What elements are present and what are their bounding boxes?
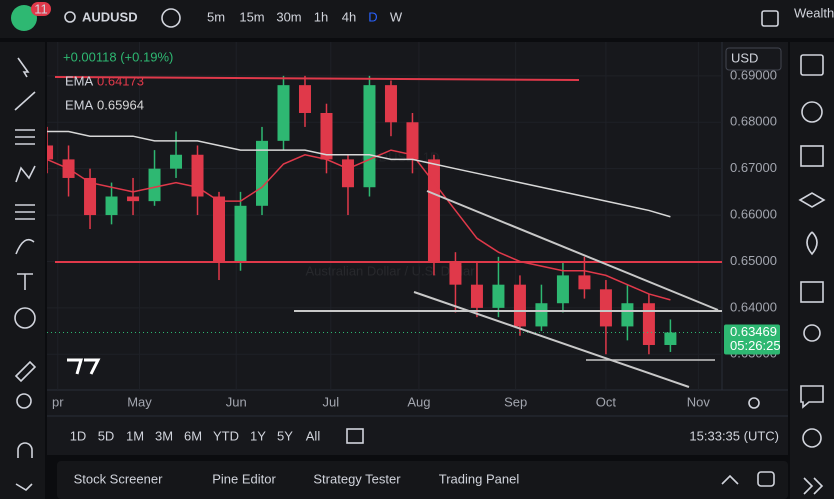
legend-value: 0.64173 xyxy=(97,73,144,88)
range-button[interactable]: 1M xyxy=(126,428,144,443)
symbol[interactable]: AUDUSD xyxy=(82,9,138,24)
y-tick-label: 0.64000 xyxy=(730,299,777,314)
candle-body xyxy=(148,168,161,202)
range-button[interactable]: All xyxy=(306,428,321,443)
x-tick-label: Aug xyxy=(407,394,430,409)
candle-body xyxy=(127,196,140,202)
last-price-badge xyxy=(724,324,780,355)
interval[interactable]: 15m xyxy=(239,9,264,24)
drawing-tools[interactable] xyxy=(14,57,37,492)
sidebar-icons[interactable] xyxy=(798,54,826,495)
ema-line xyxy=(47,130,671,218)
legend-value: 0.65964 xyxy=(97,97,144,112)
badge-count: 11 xyxy=(34,1,48,16)
interval[interactable]: 5m xyxy=(207,9,225,24)
y-tick-label: 0.69000 xyxy=(730,67,777,82)
x-tick-label: Sep xyxy=(504,394,527,409)
x-tick-label: Oct xyxy=(596,394,617,409)
fullscreen[interactable] xyxy=(761,10,779,27)
clock: 15:33:35 (UTC) xyxy=(689,428,779,443)
panel-tab[interactable]: Stock Screener xyxy=(74,471,164,486)
logo[interactable] xyxy=(11,5,37,31)
last-price-label: 0.63469 xyxy=(730,324,777,339)
interval[interactable]: 1h xyxy=(314,9,328,24)
y-tick-label: 0.68000 xyxy=(730,114,777,129)
panel-tab[interactable]: Pine Editor xyxy=(212,471,276,486)
candle-body xyxy=(298,85,311,113)
x-tick-label: Nov xyxy=(687,394,711,409)
candle-body xyxy=(406,122,419,160)
candle-body xyxy=(427,159,440,262)
axis-settings[interactable] xyxy=(748,397,760,409)
candle-body xyxy=(84,177,97,216)
x-tick-label: Jun xyxy=(226,394,247,409)
y-tick-label: 0.67000 xyxy=(730,160,777,175)
right-sidebar xyxy=(790,42,834,499)
candle-body xyxy=(384,85,397,123)
range-button[interactable]: 1Y xyxy=(250,428,266,443)
search-icon[interactable] xyxy=(64,11,76,23)
countdown: 05:26:25 xyxy=(730,338,781,353)
candle-body xyxy=(449,261,462,285)
x-tick-label: pr xyxy=(52,394,64,409)
interval[interactable]: D xyxy=(368,9,377,24)
candle-body xyxy=(320,112,333,160)
top-toolbar xyxy=(0,0,834,38)
watermark-name: Australian Dollar / U.S. Dollar xyxy=(305,263,475,278)
currency[interactable]: USD xyxy=(731,50,758,65)
account[interactable]: Wealth xyxy=(794,5,834,20)
price-change: +0.00118 (+0.19%) xyxy=(63,49,173,64)
bottom-panel xyxy=(57,461,788,499)
candle-body xyxy=(170,154,183,169)
tv-logo xyxy=(67,358,101,375)
candle-body xyxy=(621,303,634,327)
candle-body xyxy=(513,284,526,327)
interval[interactable]: 4h xyxy=(342,9,356,24)
badge xyxy=(31,2,51,16)
panel-tab[interactable]: Strategy Tester xyxy=(313,471,401,486)
candle-body xyxy=(664,332,677,345)
range-button[interactable]: 5Y xyxy=(277,428,293,443)
candle-body xyxy=(47,145,54,160)
candle-body xyxy=(556,275,569,304)
panel-tab[interactable]: Trading Panel xyxy=(439,471,520,486)
candle-body xyxy=(470,284,483,308)
candle-body xyxy=(277,85,290,141)
legend-name: EMA xyxy=(65,97,94,112)
candle-body xyxy=(213,196,226,262)
candle-body xyxy=(234,205,247,262)
left-toolbar xyxy=(0,42,45,499)
date-range-icon[interactable] xyxy=(346,428,364,444)
add-symbol[interactable] xyxy=(161,8,181,28)
y-tick-label: 0.65000 xyxy=(730,253,777,268)
range-button[interactable]: 3M xyxy=(155,428,173,443)
collapse-panel[interactable] xyxy=(721,474,739,485)
range-button[interactable]: 5D xyxy=(98,428,115,443)
range-button[interactable]: 1D xyxy=(70,428,87,443)
candle-body xyxy=(492,284,505,308)
range-button[interactable]: 6M xyxy=(184,428,202,443)
x-tick-label: Jul xyxy=(322,394,339,409)
candle-body xyxy=(105,196,118,216)
chart-panel xyxy=(47,42,788,455)
trend-drawings[interactable] xyxy=(54,76,722,388)
y-tick-label: 0.66000 xyxy=(730,207,777,222)
candle-body xyxy=(642,303,655,345)
candle-body xyxy=(363,85,376,188)
range-button[interactable]: YTD xyxy=(213,428,239,443)
candle-body xyxy=(578,275,591,290)
ema-line xyxy=(47,149,671,301)
interval[interactable]: 30m xyxy=(276,9,301,24)
candle-body xyxy=(341,159,354,188)
candle-body xyxy=(599,289,612,327)
legend-name: EMA xyxy=(65,73,94,88)
currency-select[interactable] xyxy=(725,47,782,71)
maximize-panel[interactable] xyxy=(757,471,775,487)
x-tick-label: May xyxy=(127,394,152,409)
interval[interactable]: W xyxy=(390,9,403,24)
candle-body xyxy=(535,303,548,327)
